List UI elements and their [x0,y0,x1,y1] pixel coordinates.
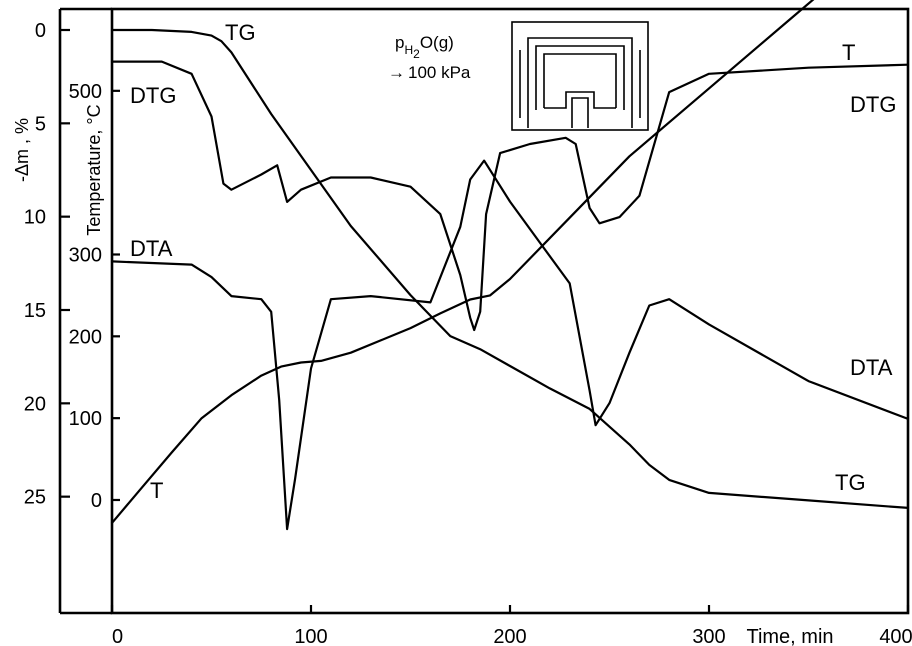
mass-tick-label: 5 [35,113,46,135]
tg-label-top: TG [225,20,256,45]
pressure-annotation: pH2O(g) → 100 kPa [388,33,471,82]
t-label-top: T [842,40,855,65]
t-label-bottom: T [150,478,163,503]
tg-label-bottom: TG [835,470,866,495]
x-tick-label: 300 [692,626,725,646]
temperature-tick-label: 300 [69,244,102,266]
pressure-arrow: → [388,63,405,82]
pressure-value: 100 kPa [408,63,471,82]
dtg-label-top: DTG [130,83,176,108]
tg-curve [110,28,910,509]
dta-label-left: DTA [130,236,173,261]
dta-curve [110,159,910,531]
dtg-label-right: DTG [850,92,896,117]
crucible-schematic-icon [511,21,649,131]
x-tick-label: 200 [493,626,526,646]
mass-axis-ticks: 0 5 10 15 20 25 [24,20,70,509]
mass-tick-label: 0 [35,20,46,42]
x-axis-title: Time, min [746,626,833,646]
x-tick-label: 400 [879,626,912,646]
mass-tick-label: 10 [24,207,46,229]
dta-label-right: DTA [850,355,893,380]
x-axis-ticks: 0 100 200 300 400 [110,605,912,646]
temperature-tick-label: 500 [69,81,102,103]
temperature-axis-ticks: 500 300 200 100 0 [69,81,120,512]
temperature-tick-label: 200 [69,326,102,348]
temperature-tick-label: 0 [91,490,102,512]
mass-tick-label: 25 [24,487,46,509]
mass-tick-label: 20 [24,393,46,415]
mass-axis-title: -Δm , % [12,118,32,182]
x-tick-label: 0 [112,626,123,646]
pressure-label: pH2O(g) [395,33,454,61]
mass-tick-label: 15 [24,300,46,322]
temperature-tick-label: 100 [69,408,102,430]
dtg-curve [110,60,910,332]
curves [110,0,910,531]
temperature-axis-title: Temperature, °C [84,104,104,235]
x-tick-label: 100 [294,626,327,646]
t-curve [110,0,815,524]
plot-frame [110,7,910,615]
